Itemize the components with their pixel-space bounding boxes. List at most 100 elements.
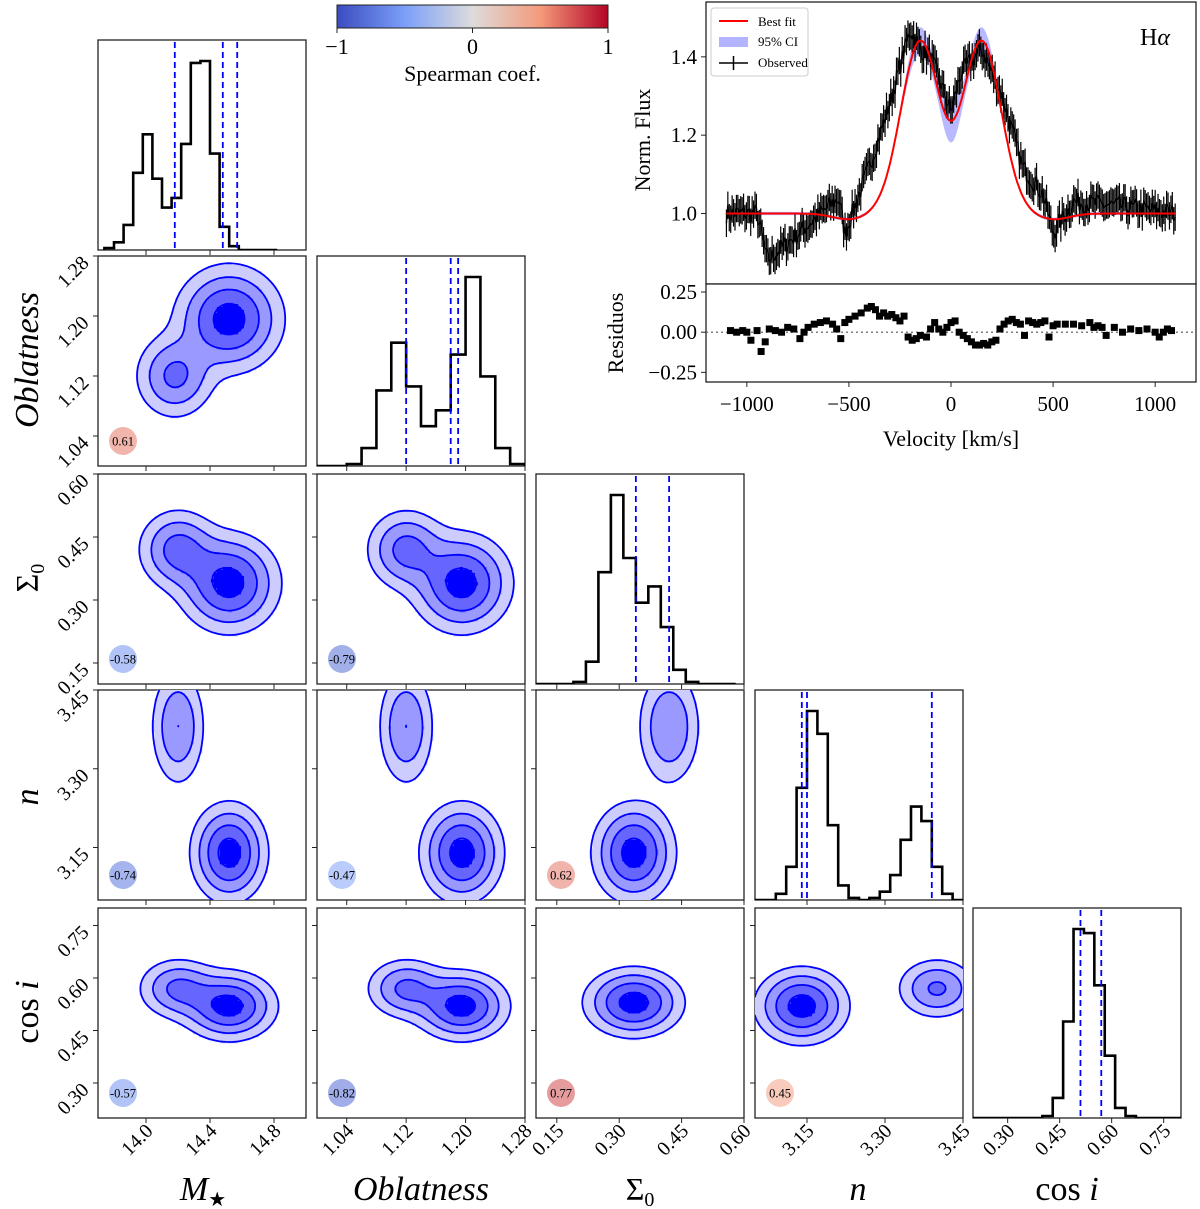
residual-point (771, 327, 779, 335)
residual-point (739, 327, 747, 335)
residuals-points (727, 302, 1175, 355)
ylabel-cosi: cos i (9, 980, 46, 1043)
spearman-value: 0.61 (112, 435, 134, 449)
residual-point (867, 302, 875, 310)
ylabel-oblatness: Oblatness (9, 292, 46, 428)
contour-line-1 (139, 958, 280, 1043)
residuals-ylabel: Residuos (603, 293, 628, 374)
residual-point (984, 341, 992, 349)
spectrum-ytick-label: 1.0 (671, 202, 697, 226)
histogram-cosi (972, 907, 1182, 1123)
residual-point (778, 328, 786, 336)
contour-line-1 (138, 509, 283, 636)
residual-point (1155, 333, 1163, 341)
contour-line-3 (166, 978, 256, 1026)
residual-point (822, 317, 830, 325)
contour-level-4 (210, 995, 244, 1017)
residual-point (1102, 331, 1110, 339)
contour-line-1 (755, 959, 963, 1047)
xtick-label-sigma0: 0.30 (590, 1120, 630, 1160)
spectrum-ci-band (726, 27, 1176, 221)
contour-line-3 (394, 978, 489, 1026)
contour-line-1 (366, 509, 515, 636)
contour-panel-mstar-n: -0.74 (93, 689, 307, 905)
ytick-label-oblatness: 1.12 (53, 372, 93, 412)
spearman-badge (109, 1079, 137, 1107)
ytick-label-n: 3.30 (53, 765, 93, 805)
spearman-value: -0.82 (329, 1087, 355, 1101)
residual-point (892, 314, 900, 322)
contour-level-4 (444, 995, 475, 1017)
contour-line-1 (136, 262, 287, 418)
residuals-xtick-label: −1000 (720, 392, 774, 416)
residual-point (923, 333, 930, 341)
residual-point (1159, 328, 1167, 336)
xtick-label-cosi: 0.30 (979, 1120, 1019, 1160)
histogram-axes (316, 255, 526, 467)
residual-point (912, 335, 920, 343)
contours (589, 690, 700, 900)
legend-ci-label: 95% CI (758, 34, 798, 49)
residual-point (1086, 319, 1094, 327)
residual-point (1016, 320, 1024, 328)
xtick-label-oblatness: 1.28 (496, 1120, 536, 1160)
spearman-value: -0.57 (110, 1087, 136, 1101)
ytick-label-sigma0: 0.30 (53, 596, 93, 636)
residual-point (1000, 320, 1008, 328)
contour-line-1 (589, 690, 700, 900)
contour-line-1 (367, 958, 512, 1043)
residual-point (939, 328, 947, 336)
contour-line-3 (392, 535, 491, 612)
contour-line-1 (379, 690, 506, 900)
residual-point (1004, 317, 1012, 325)
residuals-ytick-label: 0.25 (660, 280, 697, 304)
contour-line-4 (210, 994, 244, 1017)
residual-point (972, 341, 979, 349)
contour-line-2 (764, 969, 963, 1037)
residual-point (927, 325, 935, 333)
histogram-axes (972, 907, 1182, 1119)
residual-point (1110, 323, 1118, 331)
residual-point (943, 323, 951, 331)
contour-line-2 (148, 276, 273, 405)
xtick-label-mstar: 14.8 (245, 1120, 285, 1160)
residuals-ytick-label: 0.00 (660, 320, 697, 344)
ytick-label-oblatness: 1.20 (53, 312, 93, 352)
residual-point (1163, 325, 1171, 333)
contours (151, 690, 270, 900)
xtick-label-oblatness: 1.04 (318, 1120, 358, 1160)
residual-point (871, 306, 879, 314)
ytick-label-sigma0: 0.45 (53, 533, 93, 573)
xtick-label-oblatness: 1.12 (377, 1120, 417, 1160)
xtick-label-sigma0: 0.45 (653, 1120, 693, 1160)
contour-line-2 (388, 691, 496, 893)
spearman-badge (328, 861, 356, 889)
histogram-step (317, 275, 525, 466)
contour-line-2 (152, 968, 268, 1034)
xlabel-oblatness: Oblatness (353, 1171, 489, 1208)
xtick-label-cosi: 0.75 (1135, 1120, 1175, 1160)
xlabel-n: n (850, 1171, 867, 1208)
residual-point (996, 325, 1004, 333)
histogram-oblatness (316, 255, 526, 471)
contours (379, 690, 506, 900)
residual-point (816, 319, 824, 327)
histogram-n (754, 689, 964, 905)
residual-point (851, 312, 859, 320)
xtick-label-mstar: 14.4 (181, 1120, 221, 1160)
contour-line-4 (618, 991, 649, 1014)
residual-point (1025, 317, 1033, 325)
contour-line-3 (405, 724, 486, 882)
residual-point (931, 319, 939, 327)
residual-point (900, 312, 908, 320)
ylabel-sigma0: Σ0 (9, 564, 49, 593)
residuals-xlabel: Velocity [km/s] (883, 426, 1019, 451)
spearman-badge (547, 1079, 575, 1107)
residual-point (1168, 327, 1175, 335)
residuals-ticks: 0.25 0.00 −0.25 −1000 −500 0 500 1000 (648, 280, 1176, 416)
contour-panel-oblatness-n: -0.47 (312, 689, 526, 905)
contour-line-4 (787, 994, 816, 1018)
residual-point (790, 325, 798, 333)
residual-point (955, 328, 963, 336)
